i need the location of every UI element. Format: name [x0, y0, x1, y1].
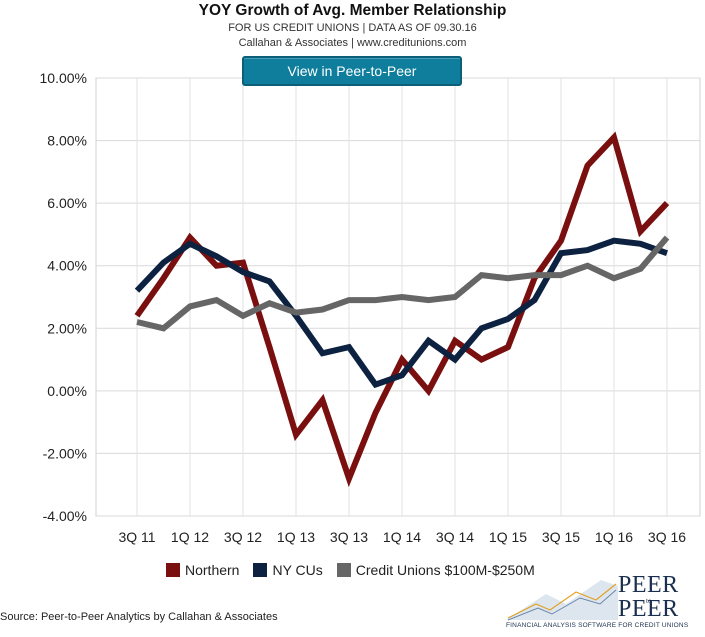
x-tick-label: 1Q 16 [595, 529, 633, 545]
chart-attribution: Callahan & Associates | www.creditunions… [238, 37, 467, 49]
legend-item[interactable]: Credit Unions $100M-$250M [336, 562, 535, 578]
y-tick-label: 6.00% [47, 195, 87, 211]
logo-word-bottom: PEER [618, 596, 679, 622]
view-in-peer-to-peer-button[interactable]: View in Peer-to-Peer [242, 56, 462, 86]
y-tick-label: -2.00% [43, 445, 87, 461]
series-line-credit-unions-100m-250m [136, 235, 670, 332]
x-tick-label: 3Q 14 [436, 529, 474, 545]
logo-word-top: PEER [618, 572, 679, 598]
x-tick-label: 1Q 12 [171, 529, 209, 545]
y-tick-label: -4.00% [43, 508, 87, 524]
x-tick-label: 3Q 12 [224, 529, 262, 545]
legend-label: Northern [185, 562, 240, 578]
x-tick-label: 1Q 13 [277, 529, 315, 545]
y-tick-label: 0.00% [47, 383, 87, 399]
y-tick-label: 10.00% [40, 70, 87, 86]
x-tick-label: 1Q 14 [383, 529, 421, 545]
series-line-ny-cus [134, 237, 669, 389]
legend-swatch [166, 563, 180, 577]
y-tick-label: 8.00% [47, 133, 87, 149]
legend-swatch [336, 563, 351, 577]
legend-swatch [253, 563, 268, 577]
y-tick-label: 2.00% [47, 320, 87, 336]
y-tick-label: 4.00% [47, 258, 87, 274]
legend-item[interactable]: NY CUs [253, 562, 323, 578]
logo-tagline: FINANCIAL ANALYSIS SOFTWARE FOR CREDIT U… [506, 622, 689, 629]
logo-word-to: to [646, 597, 652, 605]
chart-title: YOY Growth of Avg. Member Relationship [198, 2, 507, 19]
x-tick-label: 1Q 15 [489, 529, 527, 545]
x-tick-label: 3Q 13 [330, 529, 368, 545]
chart-legend: Northern NY CUs Credit Unions $100M-$250M [166, 560, 535, 580]
source-note: Source: Peer-to-Peer Analytics by Callah… [0, 611, 278, 623]
legend-label: NY CUs [272, 562, 323, 578]
x-tick-label: 3Q 15 [542, 529, 580, 545]
legend-label: Credit Unions $100M-$250M [355, 562, 535, 578]
peer-to-peer-logo: PEER to PEER FINANCIAL ANALYSIS SOFTWARE… [506, 572, 702, 632]
chart-subtitle: FOR US CREDIT UNIONS | DATA AS OF 09.30.… [228, 22, 477, 34]
logo-graphic-icon [506, 580, 618, 621]
x-tick-label: 3Q 11 [118, 529, 155, 545]
legend-item[interactable]: Northern [166, 562, 239, 578]
x-tick-label: 3Q 16 [648, 529, 686, 545]
